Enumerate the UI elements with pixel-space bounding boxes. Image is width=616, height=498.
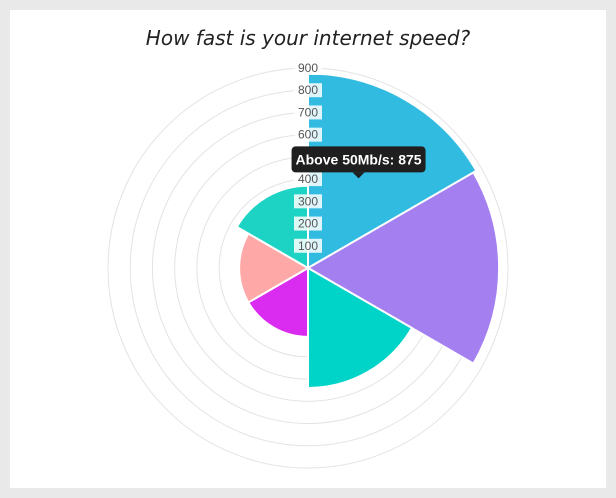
segments	[235, 72, 501, 390]
polar-area-chart: 100200300400500600700800900 Above 50Mb/s…	[107, 61, 509, 469]
tick-backdrop	[294, 127, 322, 142]
tick-100: 100	[294, 238, 322, 253]
tick-label: 600	[298, 128, 318, 142]
tick-label: 800	[298, 83, 318, 97]
tooltip-text: Above 50Mb/s: 875	[296, 151, 422, 167]
tick-300: 300	[294, 194, 322, 209]
segment-3[interactable]	[246, 266, 309, 338]
segment-1[interactable]	[306, 171, 501, 365]
tick-label: 400	[298, 172, 318, 186]
chart-title: How fast is your internet speed?	[145, 26, 471, 50]
tick-backdrop	[294, 83, 322, 98]
tick-label: 300	[298, 194, 318, 208]
tick-700: 700	[294, 105, 322, 120]
tick-backdrop	[294, 105, 322, 120]
tooltip: Above 50Mb/s: 875	[291, 146, 426, 179]
tick-900: 900	[294, 61, 322, 75]
tick-backdrop	[294, 216, 322, 231]
tick-800: 800	[294, 83, 322, 98]
tick-label: 700	[298, 105, 318, 119]
tick-backdrop	[294, 61, 322, 75]
tick-600: 600	[294, 127, 322, 142]
tick-backdrop	[294, 172, 322, 187]
tooltip-caret	[352, 172, 365, 179]
tick-label: 200	[298, 217, 318, 231]
tick-label: 100	[298, 239, 318, 253]
tooltip-box	[291, 146, 426, 173]
segment-2[interactable]	[307, 266, 414, 390]
tick-400: 400	[294, 172, 322, 187]
tick-label: 900	[298, 61, 318, 75]
tick-200: 200	[294, 216, 322, 231]
tick-backdrop	[294, 194, 322, 209]
segment-4[interactable]	[238, 232, 311, 304]
chart-card: How fast is your internet speed? 100 200 3…	[10, 10, 606, 488]
tick-backdrop	[294, 238, 322, 253]
